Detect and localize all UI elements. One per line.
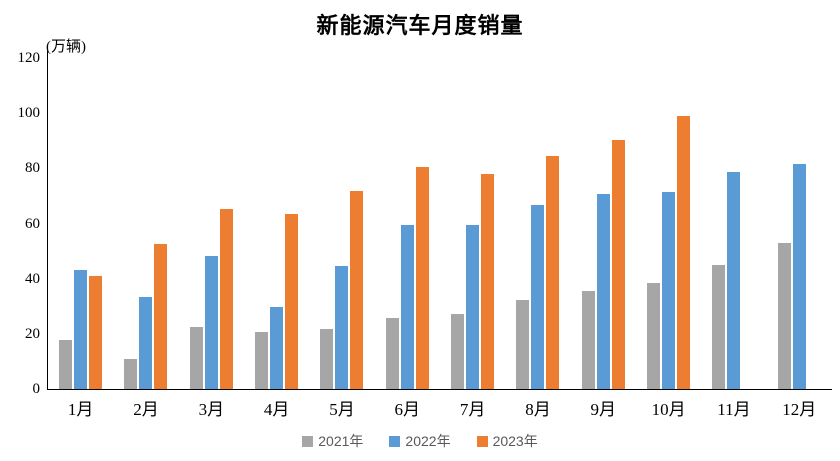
bar-2021年-2月	[124, 358, 138, 389]
bar-group-2月	[113, 58, 178, 389]
legend-label: 2021年	[318, 433, 364, 449]
bar-2023年-9月	[611, 139, 625, 389]
bar-2022年-3月	[204, 255, 218, 389]
bar-2022年-2月	[139, 296, 153, 389]
bar-2022年-6月	[400, 224, 414, 389]
bar-group-1月	[48, 58, 113, 389]
legend-swatch-icon	[476, 435, 488, 447]
bar-2022年-11月	[727, 172, 741, 389]
bar-2021年-8月	[516, 300, 530, 389]
bar-2021年-4月	[255, 332, 269, 389]
x-label-7月: 7月	[459, 400, 486, 419]
y-tick-label-60: 60	[25, 215, 40, 232]
bar-2022年-9月	[596, 193, 610, 389]
bar-group-7月	[440, 58, 505, 389]
x-label-6月: 6月	[394, 400, 421, 419]
bar-group-11月	[701, 58, 766, 389]
bar-group-3月	[179, 58, 244, 389]
bar-2021年-9月	[581, 290, 595, 389]
bar-2023年-4月	[285, 213, 299, 389]
bar-2021年-6月	[385, 318, 399, 389]
bar-group-9月	[571, 58, 636, 389]
bar-2022年-8月	[531, 205, 545, 389]
x-label-9月: 9月	[590, 400, 617, 419]
x-axis-line	[47, 389, 832, 390]
bar-2021年-11月	[712, 264, 726, 389]
bar-group-4月	[244, 58, 309, 389]
bar-2021年-1月	[59, 339, 73, 389]
x-label-2月: 2月	[133, 400, 159, 419]
bar-2023年-10月	[677, 116, 691, 389]
chart-legend: 2021年 2022年 2023年	[0, 431, 840, 451]
bar-2022年-5月	[335, 265, 349, 389]
y-tick-label-40: 40	[25, 270, 40, 287]
bar-2021年-12月	[777, 242, 791, 389]
y-tick-label-100: 100	[17, 105, 41, 122]
x-label-4月: 4月	[263, 400, 290, 419]
x-label-11月: 11月	[717, 400, 751, 419]
x-label-10月: 10月	[651, 400, 686, 419]
bar-group-5月	[309, 58, 374, 389]
bar-2023年-6月	[415, 166, 429, 389]
bar-group-10月	[636, 58, 701, 389]
y-tick-label-120: 120	[17, 50, 41, 66]
legend-item-2021年: 2021年	[302, 431, 363, 451]
x-label-5月: 5月	[329, 400, 355, 419]
chart-title: 新能源汽车月度销量	[316, 13, 524, 38]
bar-group-8月	[505, 58, 570, 389]
x-label-3月: 3月	[198, 400, 225, 419]
bar-2022年-4月	[270, 306, 284, 389]
bar-2021年-7月	[451, 314, 465, 389]
bar-2022年-1月	[74, 270, 88, 389]
x-label-8月: 8月	[525, 400, 551, 419]
bar-2023年-3月	[219, 208, 233, 389]
legend-label: 2023年	[492, 433, 538, 449]
bar-2021年-5月	[320, 329, 334, 389]
legend-label: 2022年	[405, 433, 451, 449]
bar-2021年-3月	[189, 326, 203, 389]
bar-2023年-5月	[350, 191, 364, 389]
y-axis-line	[47, 51, 48, 390]
x-axis-labels: 1月 2月 3月 4月 5月 6月 7月 8月 9月 10月 11月 12月	[48, 395, 832, 420]
legend-swatch-icon	[302, 435, 314, 447]
x-label-1月: 1月	[67, 400, 94, 419]
y-tick-label-20: 20	[25, 325, 40, 342]
legend-item-2023年: 2023年	[476, 431, 538, 451]
bar-group-12月	[767, 58, 832, 389]
bar-2022年-10月	[662, 192, 676, 389]
bar-2023年-2月	[154, 244, 168, 389]
bar-2022年-7月	[466, 225, 480, 389]
bar-2021年-10月	[647, 283, 661, 389]
plot-area	[48, 58, 832, 389]
legend-swatch-icon	[389, 435, 401, 447]
bar-group-6月	[375, 58, 440, 389]
bar-2023年-8月	[546, 155, 560, 389]
bar-2023年-7月	[481, 173, 495, 389]
legend-item-2022年: 2022年	[389, 431, 451, 451]
x-label-12月: 12月	[782, 400, 817, 419]
bar-2023年-1月	[89, 276, 103, 389]
bar-2022年-12月	[792, 164, 806, 389]
y-axis-unit-label: (万辆)	[46, 39, 86, 55]
y-tick-label-80: 80	[25, 160, 40, 177]
y-tick-label-0: 0	[32, 381, 41, 397]
